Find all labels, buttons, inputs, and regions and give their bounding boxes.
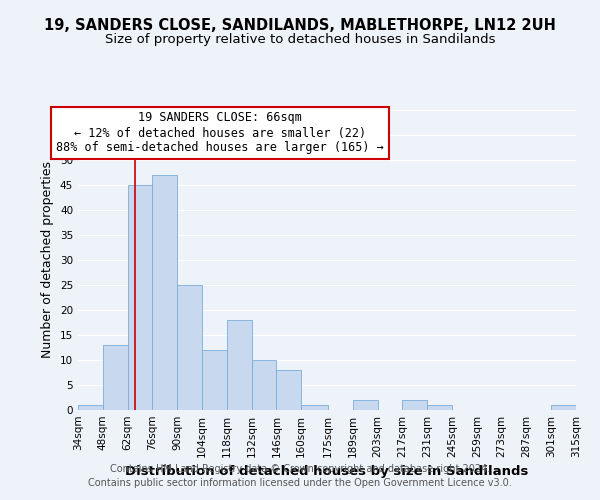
Bar xyxy=(202,350,227,410)
Bar xyxy=(78,405,103,410)
Text: Contains HM Land Registry data © Crown copyright and database right 2024.
Contai: Contains HM Land Registry data © Crown c… xyxy=(88,464,512,487)
Bar xyxy=(403,400,427,410)
Bar xyxy=(152,175,177,410)
Bar xyxy=(353,400,377,410)
X-axis label: Distribution of detached houses by size in Sandilands: Distribution of detached houses by size … xyxy=(125,466,529,478)
Bar xyxy=(251,360,277,410)
Y-axis label: Number of detached properties: Number of detached properties xyxy=(41,162,55,358)
Bar xyxy=(103,345,128,410)
Bar xyxy=(128,185,152,410)
Text: Size of property relative to detached houses in Sandilands: Size of property relative to detached ho… xyxy=(105,32,495,46)
Text: 19 SANDERS CLOSE: 66sqm
← 12% of detached houses are smaller (22)
88% of semi-de: 19 SANDERS CLOSE: 66sqm ← 12% of detache… xyxy=(56,112,384,154)
Bar xyxy=(427,405,452,410)
Bar xyxy=(277,370,301,410)
Bar xyxy=(301,405,328,410)
Bar xyxy=(551,405,576,410)
Bar xyxy=(227,320,251,410)
Bar xyxy=(177,285,202,410)
Text: 19, SANDERS CLOSE, SANDILANDS, MABLETHORPE, LN12 2UH: 19, SANDERS CLOSE, SANDILANDS, MABLETHOR… xyxy=(44,18,556,32)
